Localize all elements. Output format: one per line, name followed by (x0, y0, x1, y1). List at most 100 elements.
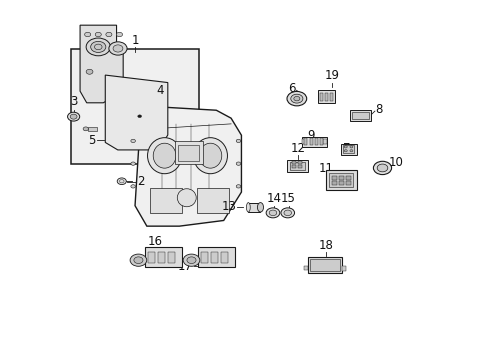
Text: 9: 9 (306, 129, 314, 142)
Circle shape (293, 96, 299, 101)
Circle shape (344, 146, 346, 148)
Bar (309, 138, 312, 145)
Ellipse shape (257, 203, 263, 212)
Text: 3: 3 (70, 95, 77, 108)
Circle shape (265, 208, 279, 218)
Ellipse shape (153, 143, 176, 168)
Bar (301, 139, 305, 144)
Circle shape (236, 185, 240, 188)
Bar (197, 188, 229, 212)
Text: 16: 16 (147, 235, 163, 248)
Circle shape (344, 150, 346, 152)
Polygon shape (105, 75, 167, 150)
Bar (304, 266, 307, 270)
Polygon shape (80, 25, 123, 103)
Text: 15: 15 (281, 192, 295, 205)
Circle shape (117, 178, 126, 185)
Circle shape (113, 45, 122, 52)
Bar (329, 93, 332, 102)
Circle shape (280, 208, 294, 218)
Text: 1: 1 (131, 33, 139, 46)
Bar (298, 161, 302, 164)
Bar (292, 161, 296, 164)
Bar (340, 144, 356, 155)
Bar (342, 266, 346, 271)
Circle shape (83, 127, 88, 131)
Circle shape (130, 254, 146, 266)
Text: 11: 11 (318, 162, 332, 175)
Circle shape (138, 115, 141, 118)
Text: 2: 2 (137, 175, 144, 188)
Ellipse shape (246, 203, 250, 212)
Bar (304, 138, 307, 145)
Text: 6: 6 (287, 82, 295, 95)
Bar (325, 170, 356, 190)
Circle shape (349, 146, 352, 148)
Bar (317, 90, 334, 103)
Circle shape (90, 41, 105, 53)
Bar (339, 176, 343, 180)
Circle shape (109, 42, 127, 55)
Bar (346, 181, 350, 185)
Bar (168, 252, 175, 263)
Circle shape (86, 38, 110, 56)
Bar (70, 49, 199, 164)
Bar (301, 137, 326, 147)
Circle shape (134, 257, 142, 264)
Bar (320, 138, 323, 145)
Text: 19: 19 (324, 69, 339, 82)
Bar (158, 252, 164, 263)
Circle shape (268, 210, 276, 216)
Text: 8: 8 (375, 103, 382, 116)
Circle shape (373, 161, 391, 175)
Bar (292, 165, 296, 168)
Circle shape (236, 139, 240, 143)
Circle shape (284, 210, 291, 216)
Text: 13: 13 (221, 200, 236, 213)
Bar (248, 203, 260, 212)
Bar (339, 181, 343, 185)
Bar (307, 257, 342, 273)
Bar (178, 145, 198, 161)
Circle shape (131, 185, 135, 188)
Circle shape (183, 254, 200, 266)
Ellipse shape (199, 143, 222, 168)
Text: 18: 18 (318, 239, 333, 252)
Bar (329, 173, 352, 187)
Bar (221, 252, 227, 263)
Circle shape (131, 162, 135, 165)
Circle shape (67, 112, 80, 121)
Circle shape (95, 32, 101, 37)
Text: 4: 4 (156, 84, 164, 97)
Text: 12: 12 (290, 141, 305, 155)
Circle shape (84, 32, 90, 37)
Text: 7: 7 (343, 142, 350, 155)
Circle shape (236, 162, 240, 165)
Polygon shape (135, 107, 241, 226)
Bar (314, 138, 317, 145)
Circle shape (376, 164, 387, 172)
Ellipse shape (193, 138, 227, 174)
Bar (346, 176, 350, 180)
Bar (298, 165, 302, 168)
Circle shape (349, 150, 352, 152)
Bar (211, 252, 218, 263)
Bar (145, 247, 182, 267)
Circle shape (105, 32, 112, 37)
Circle shape (186, 257, 196, 264)
Text: 14: 14 (266, 192, 281, 205)
Bar (289, 162, 305, 170)
Bar (343, 145, 353, 153)
Bar (148, 252, 155, 263)
Text: 5: 5 (88, 134, 96, 147)
Bar (149, 188, 182, 212)
Circle shape (70, 114, 77, 119)
Bar (201, 252, 208, 263)
Bar (323, 139, 326, 144)
Ellipse shape (147, 138, 181, 174)
Circle shape (290, 94, 302, 103)
Circle shape (86, 69, 93, 74)
Bar (349, 110, 370, 121)
Circle shape (286, 91, 306, 106)
Bar (332, 181, 336, 185)
